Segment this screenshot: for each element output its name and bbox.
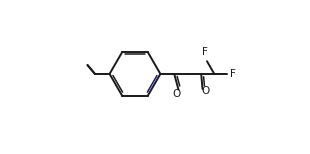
Text: F: F (202, 47, 208, 57)
Text: O: O (173, 89, 181, 99)
Text: F: F (230, 69, 236, 79)
Text: O: O (202, 86, 210, 96)
